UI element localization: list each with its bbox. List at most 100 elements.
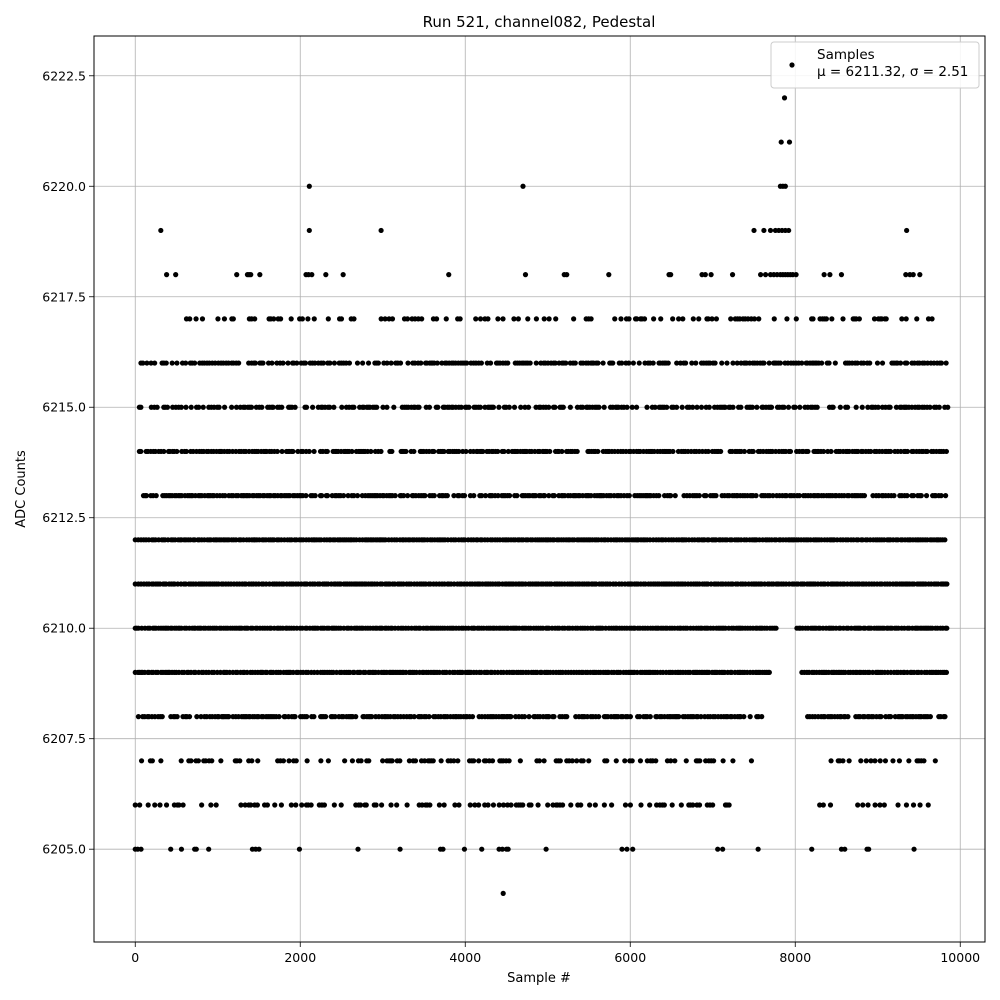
- data-point: [500, 802, 507, 808]
- data-point: [206, 846, 212, 852]
- data-point: [397, 846, 403, 852]
- data-point: [304, 714, 310, 720]
- data-point: [750, 448, 756, 455]
- data-point: [436, 802, 443, 808]
- data-point: [168, 846, 174, 852]
- data-point: [446, 272, 452, 278]
- data-point: [405, 493, 411, 499]
- data-point: [588, 493, 594, 499]
- data-point: [199, 316, 206, 322]
- data-point: [137, 802, 143, 808]
- data-point: [374, 404, 380, 410]
- data-point: [312, 493, 318, 499]
- data-point: [895, 802, 901, 808]
- data-point: [661, 802, 667, 808]
- data-point: [690, 802, 696, 808]
- data-point: [753, 493, 759, 499]
- data-point: [568, 802, 574, 808]
- data-point: [672, 493, 678, 499]
- data-point: [679, 404, 685, 410]
- data-point: [944, 625, 950, 631]
- data-point: [622, 802, 629, 808]
- x-tick-label: 0: [131, 950, 139, 965]
- data-point: [676, 316, 682, 322]
- data-point: [518, 404, 524, 410]
- data-point: [770, 493, 776, 499]
- data-point: [304, 758, 310, 764]
- data-point: [264, 802, 270, 808]
- data-point: [380, 404, 386, 410]
- data-point: [647, 802, 653, 808]
- data-point: [805, 448, 811, 455]
- data-point: [331, 404, 337, 410]
- data-point: [388, 802, 394, 808]
- data-point: [472, 802, 478, 808]
- data-point: [384, 360, 390, 366]
- data-point: [712, 360, 718, 366]
- data-point: [306, 227, 312, 234]
- data-point: [578, 802, 584, 808]
- data-point: [882, 758, 889, 764]
- data-point: [388, 360, 394, 366]
- data-point: [248, 802, 254, 808]
- data-point: [500, 890, 506, 896]
- data-point: [143, 493, 150, 499]
- data-point: [819, 360, 825, 366]
- data-point: [910, 272, 916, 278]
- data-point: [943, 360, 949, 366]
- data-point: [458, 404, 464, 410]
- data-point: [186, 714, 193, 720]
- data-point: [781, 95, 788, 101]
- data-point: [311, 448, 317, 455]
- data-point: [845, 714, 851, 720]
- data-point: [438, 758, 444, 764]
- data-point: [230, 316, 236, 322]
- data-point: [200, 404, 206, 410]
- data-point: [664, 404, 670, 410]
- data-point: [469, 714, 476, 720]
- data-point: [384, 404, 390, 410]
- data-point: [758, 272, 764, 278]
- data-point: [430, 758, 436, 764]
- data-point: [911, 846, 917, 852]
- data-point: [501, 448, 507, 455]
- data-point: [713, 316, 720, 322]
- data-point: [292, 404, 298, 410]
- data-point: [500, 316, 506, 322]
- data-point: [435, 404, 441, 410]
- data-point: [917, 802, 923, 808]
- data-point: [574, 758, 580, 764]
- data-point: [904, 360, 910, 366]
- data-point: [793, 272, 799, 278]
- data-point: [346, 360, 353, 366]
- data-point: [588, 316, 594, 322]
- data-point: [676, 714, 682, 720]
- data-point: [827, 272, 833, 278]
- data-point: [674, 360, 680, 366]
- chart-title: Run 521, channel082, Pedestal: [423, 13, 656, 31]
- data-point: [499, 846, 505, 852]
- data-point: [455, 758, 461, 764]
- data-point: [152, 360, 158, 366]
- data-point: [482, 493, 489, 499]
- data-point: [279, 404, 285, 410]
- data-point: [551, 714, 557, 720]
- data-point: [683, 758, 689, 764]
- data-point: [363, 802, 369, 808]
- data-point: [624, 846, 630, 852]
- data-point: [883, 316, 889, 322]
- data-point: [426, 714, 432, 720]
- y-tick-label: 6222.5: [42, 68, 86, 83]
- data-point: [249, 758, 255, 764]
- data-point: [256, 846, 262, 852]
- data-point: [552, 404, 558, 410]
- data-point: [784, 316, 790, 322]
- data-point: [592, 802, 598, 808]
- data-point: [259, 404, 265, 410]
- data-point: [872, 802, 878, 808]
- data-point: [932, 758, 938, 764]
- data-point: [479, 846, 485, 852]
- data-point: [434, 360, 440, 366]
- data-point: [810, 316, 816, 322]
- data-point: [786, 227, 792, 234]
